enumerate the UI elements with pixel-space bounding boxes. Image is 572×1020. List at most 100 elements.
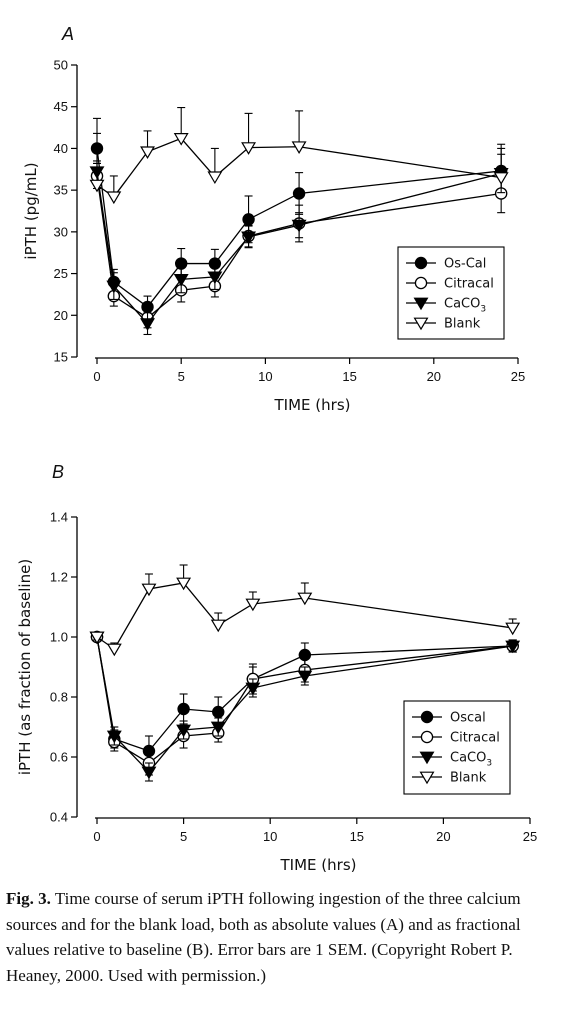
x-axis-title: TIME (hrs) xyxy=(274,396,351,414)
data-point xyxy=(245,682,261,696)
data-point xyxy=(89,631,105,645)
y-tick-label: 45 xyxy=(54,99,68,114)
data-point xyxy=(176,724,192,738)
series-line xyxy=(96,137,502,198)
data-point xyxy=(245,598,261,612)
legend-label: CaCO3 xyxy=(450,751,492,769)
y-tick-label: 30 xyxy=(54,224,68,239)
data-point xyxy=(212,705,225,719)
legend-label: Blank xyxy=(444,317,481,332)
data-point xyxy=(106,191,122,205)
panel-label: B xyxy=(52,462,64,482)
data-point xyxy=(292,187,306,200)
x-tick-label: 25 xyxy=(523,829,537,844)
data-point xyxy=(140,146,155,160)
x-tick-label: 25 xyxy=(511,369,525,384)
x-tick-label: 15 xyxy=(350,829,364,844)
legend-label-text: CaCO xyxy=(450,751,486,766)
y-tick-label: 20 xyxy=(54,308,68,323)
series-line xyxy=(96,582,513,650)
data-point xyxy=(241,231,257,245)
legend-marker xyxy=(414,276,428,290)
y-tick-label: 50 xyxy=(54,58,68,73)
panel-label: A xyxy=(61,24,74,44)
x-tick-label: 10 xyxy=(263,829,277,844)
y-tick-label: 15 xyxy=(54,350,68,365)
data-point xyxy=(297,670,313,684)
legend-marker xyxy=(420,710,434,724)
legend-label: Oscal xyxy=(450,711,486,726)
y-axis-title: iPTH (as fraction of baseline) xyxy=(16,559,34,775)
x-tick-label: 0 xyxy=(93,829,100,844)
data-point xyxy=(207,171,223,185)
y-tick-label: 1.2 xyxy=(50,570,68,585)
legend-label-subscript: 3 xyxy=(480,305,486,315)
x-tick-label: 15 xyxy=(342,369,356,384)
data-point xyxy=(141,766,157,780)
data-point xyxy=(140,318,155,331)
data-point xyxy=(106,643,122,657)
y-tick-label: 1.0 xyxy=(50,630,68,645)
data-point xyxy=(210,721,226,735)
chart-panel-b: B 0.4 0.6 0.8 1.0 1.2 1.4 0 5 10 15 20 25 TIME (hrs) i… xyxy=(16,462,537,874)
y-tick-label: 40 xyxy=(54,141,68,156)
figure-caption: Fig. 3. Time course of serum iPTH follow… xyxy=(6,886,566,988)
legend-marker xyxy=(413,317,429,331)
legend-label: Os-Cal xyxy=(444,257,486,272)
data-point xyxy=(242,213,255,226)
legend-label-subscript: 3 xyxy=(486,759,492,769)
series-line xyxy=(96,175,502,319)
data-point xyxy=(173,133,189,146)
legend-label: Citracal xyxy=(450,731,500,746)
y-tick-label: 0.8 xyxy=(50,690,68,705)
data-point xyxy=(176,577,192,591)
legend-label-text: Citracal xyxy=(450,731,500,746)
series-line xyxy=(96,148,502,308)
data-point xyxy=(207,271,223,285)
series-blank xyxy=(89,106,509,205)
legend-marker xyxy=(419,751,435,765)
y-tick-label: 25 xyxy=(54,266,68,281)
x-axis-title: TIME (hrs) xyxy=(280,856,357,874)
data-point xyxy=(210,619,226,633)
legend-label-text: Os-Cal xyxy=(444,257,486,272)
data-point xyxy=(493,172,509,185)
y-tick-label: 0.6 xyxy=(50,750,68,765)
data-point xyxy=(89,179,105,193)
x-tick-label: 0 xyxy=(93,369,100,384)
data-point xyxy=(173,274,189,287)
legend-marker xyxy=(413,297,429,311)
caption-figure-label: Fig. 3. xyxy=(6,889,51,908)
data-point xyxy=(291,141,307,155)
legend-label: Blank xyxy=(450,771,487,786)
legend-marker xyxy=(419,771,435,785)
legend-label-text: Blank xyxy=(444,317,481,332)
series-line xyxy=(96,171,502,325)
x-tick-label: 10 xyxy=(258,369,272,384)
y-tick-label: 1.4 xyxy=(50,510,68,525)
x-tick-label: 20 xyxy=(427,369,441,384)
legend-label: CaCO3 xyxy=(444,297,486,315)
data-point xyxy=(291,219,307,233)
series-line xyxy=(96,636,513,773)
series-caco xyxy=(89,631,521,782)
legend-label-text: CaCO xyxy=(444,297,480,312)
data-point xyxy=(106,280,122,294)
legend-label-text: Citracal xyxy=(444,277,494,292)
data-point xyxy=(505,622,521,636)
x-tick-label: 20 xyxy=(436,829,450,844)
series-blank xyxy=(89,564,521,657)
legend: Os-Cal Citracal CaCO3 Blank xyxy=(397,246,505,340)
legend-label: Citracal xyxy=(444,277,494,292)
legend-label-text: Oscal xyxy=(450,711,486,726)
y-tick-label: 35 xyxy=(54,183,68,198)
caption-text: Time course of serum iPTH following inge… xyxy=(6,889,521,985)
series-line xyxy=(96,636,513,764)
legend: Oscal Citracal CaCO3 Blank xyxy=(403,700,511,795)
y-tick-label: 0.4 xyxy=(50,810,68,825)
data-point xyxy=(177,702,190,716)
legend-marker xyxy=(420,730,434,744)
legend-label-text: Blank xyxy=(450,771,487,786)
data-point xyxy=(505,640,521,654)
